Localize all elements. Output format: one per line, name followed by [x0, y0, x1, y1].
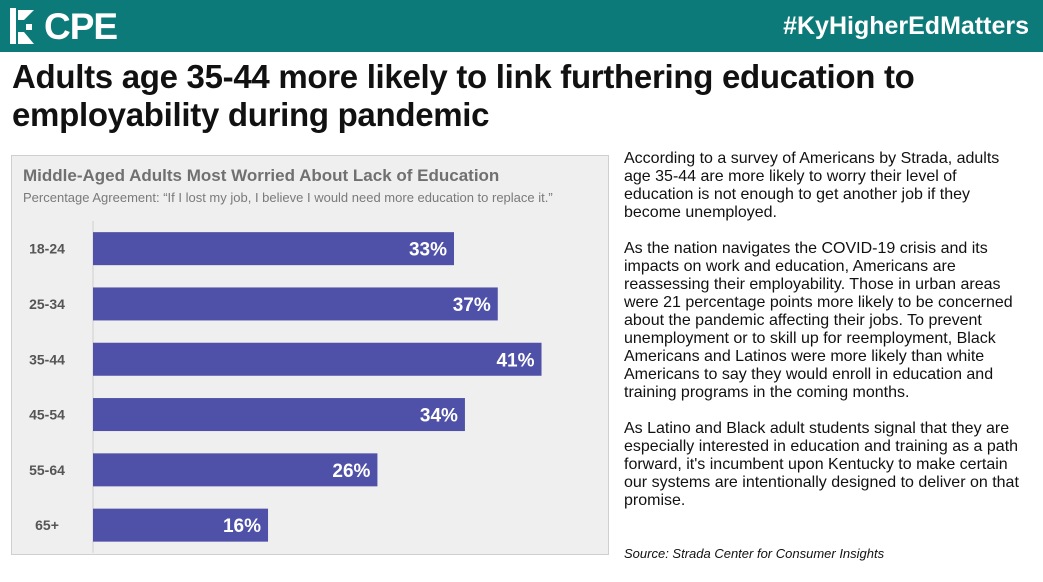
bar-chart: 18-24 33% 25-34 37% 35-44 41% 45-54 34% 55-64 26%… — [29, 221, 542, 553]
body-paragraph-3: As Latino and Black adult students signa… — [624, 420, 1019, 509]
chart-panel: Middle-Aged Adults Most Worried About La… — [11, 155, 609, 555]
value-label: 34% — [420, 406, 458, 427]
value-label: 26% — [332, 461, 370, 482]
bar-25-34 — [93, 287, 498, 321]
body-paragraph-1: According to a survey of Americans by St… — [624, 150, 1000, 221]
value-label: 16% — [223, 516, 261, 537]
bar-18-24 — [93, 232, 454, 266]
value-label: 41% — [496, 350, 534, 371]
bar-65+ — [93, 508, 269, 542]
category-label: 25-34 — [29, 296, 65, 312]
source-note: Source: Strada Center for Consumer Insig… — [624, 546, 885, 561]
hashtag: #KyHigherEdMatters — [783, 12, 1029, 40]
category-label: 45-54 — [29, 407, 65, 423]
category-label: 55-64 — [29, 462, 65, 478]
body-text: According to a survey of Americans by St… — [624, 150, 1029, 528]
headline: Adults age 35-44 more likely to link fur… — [12, 58, 915, 133]
chart-subtitle: Percentage Agreement: “If I lost my job,… — [23, 190, 553, 205]
value-label: 33% — [409, 240, 447, 261]
category-label: 18-24 — [29, 241, 65, 257]
chart-title: Middle-Aged Adults Most Worried About La… — [23, 166, 500, 185]
category-label: 35-44 — [29, 351, 65, 367]
category-label: 65+ — [35, 517, 59, 533]
value-label: 37% — [453, 295, 491, 316]
bar-45-54 — [93, 398, 465, 432]
bar-35-44 — [93, 342, 542, 376]
header-bar: CPE #KyHigherEdMatters — [0, 0, 1043, 52]
bar-55-64 — [93, 453, 378, 487]
cpe-logo-mark-icon — [10, 8, 34, 44]
body-paragraph-2: As the nation navigates the COVID-19 cri… — [624, 240, 1013, 401]
cpe-logo[interactable]: CPE — [8, 6, 128, 47]
cpe-logo-text: CPE — [44, 6, 118, 47]
